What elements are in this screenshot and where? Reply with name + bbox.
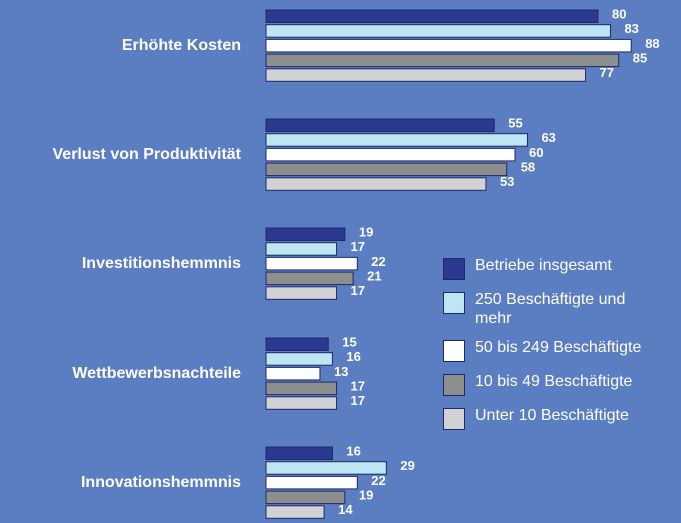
bar [265, 271, 354, 286]
bar [265, 505, 325, 519]
bar [265, 68, 587, 82]
legend-item: 50 bis 249 Beschäftigte [443, 338, 673, 362]
category-label: Investitionshemmnis [82, 255, 241, 272]
bar [265, 256, 358, 271]
bar [265, 53, 620, 68]
bar [265, 147, 516, 162]
category-label: Innovationshemmnis [81, 474, 241, 491]
value-label: 60 [529, 145, 543, 160]
bar [265, 446, 333, 460]
value-label: 53 [500, 174, 514, 189]
legend-item: Unter 10 Beschäftigte [443, 406, 673, 430]
legend-label: 50 bis 249 Beschäftigte [475, 339, 642, 356]
value-label: 22 [371, 254, 385, 269]
value-label: 88 [645, 36, 659, 51]
bar [265, 475, 358, 490]
bar [265, 177, 487, 191]
value-label: 13 [334, 364, 348, 379]
category-label: Verlust von Produktivität [53, 146, 242, 163]
bar [265, 381, 338, 396]
value-label: 85 [633, 51, 647, 66]
bar [265, 396, 338, 410]
value-label: 16 [346, 349, 360, 364]
bar [265, 286, 338, 300]
value-label: 29 [400, 458, 414, 473]
value-label: 15 [342, 334, 356, 349]
value-label: 21 [367, 269, 381, 284]
bar [265, 227, 346, 241]
legend: Betriebe insgesamt 250 Beschäftigte und m… [443, 256, 673, 440]
bar [265, 24, 611, 38]
bar [265, 162, 508, 177]
value-label: 83 [624, 21, 638, 36]
legend-item: Betriebe insgesamt [443, 256, 673, 280]
value-label: 80 [612, 6, 626, 21]
legend-label: 10 bis 49 Beschäftigte [475, 373, 633, 390]
value-label: 77 [600, 65, 614, 80]
value-label: 17 [351, 393, 365, 408]
legend-label: Unter 10 Beschäftigte [475, 407, 629, 424]
value-label: 17 [351, 379, 365, 394]
value-label: 17 [351, 239, 365, 254]
value-label: 16 [346, 443, 360, 458]
legend-swatch [443, 374, 465, 396]
category-label: Erhöhte Kosten [122, 37, 241, 54]
legend-item: 250 Beschäftigte und mehr [443, 290, 673, 328]
bar [265, 38, 632, 53]
bar [265, 366, 321, 381]
legend-item: 10 bis 49 Beschäftigte [443, 372, 673, 396]
value-label: 19 [359, 488, 373, 503]
value-label: 17 [351, 283, 365, 298]
bar [265, 461, 387, 475]
legend-swatch [443, 258, 465, 280]
value-label: 22 [371, 473, 385, 488]
legend-swatch [443, 408, 465, 430]
value-label: 63 [541, 130, 555, 145]
value-label: 58 [521, 160, 535, 175]
category-label: Wettbewerbsnachteile [72, 365, 241, 382]
value-label: 55 [508, 115, 522, 130]
bar [265, 133, 528, 147]
bar [265, 337, 329, 351]
bar [265, 9, 599, 23]
bar [265, 490, 346, 505]
bar [265, 352, 333, 366]
value-label: 19 [359, 224, 373, 239]
bar [265, 118, 495, 132]
legend-swatch [443, 340, 465, 362]
legend-label: Betriebe insgesamt [475, 257, 612, 274]
bar [265, 242, 338, 256]
legend-swatch [443, 292, 465, 314]
legend-label: 250 Beschäftigte und mehr [475, 291, 626, 327]
value-label: 14 [338, 502, 353, 517]
